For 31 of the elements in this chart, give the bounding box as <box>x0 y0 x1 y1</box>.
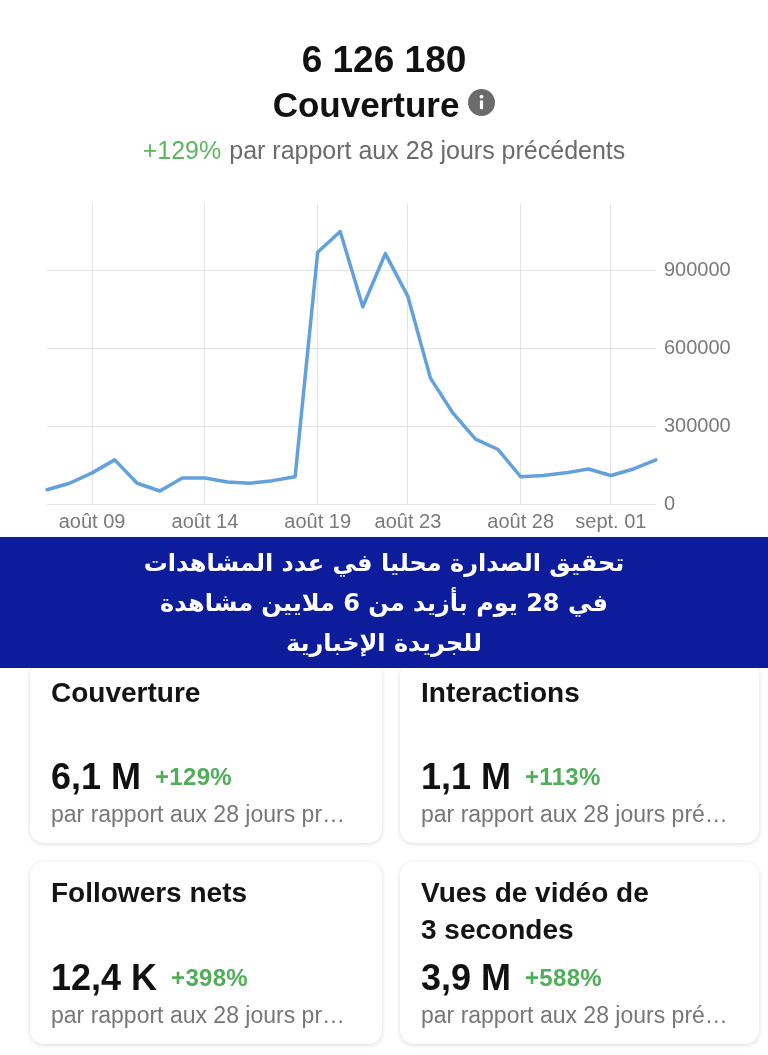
text: +398% <box>171 963 248 991</box>
text: +588% <box>525 963 602 991</box>
x-tick-label: août 09 <box>58 509 126 532</box>
y-tick-label: 300000 <box>664 413 731 436</box>
text: 1,1 M <box>421 755 512 797</box>
chart-subtitle: Couverture <box>272 83 460 126</box>
y-tick-label: 600000 <box>664 335 731 358</box>
text: +129% <box>142 136 222 164</box>
text: par rapport aux 28 jours pré… <box>421 801 728 827</box>
x-tick-label: août 19 <box>284 509 352 532</box>
x-tick-label: août 28 <box>487 509 555 532</box>
text: تحقيق الصدارة محليا في عدد المشاهدات في 28 يوم بأزيد من 6 ملايين مشاهدة للجريدة الإخبارية <box>142 547 626 659</box>
y-tick-label: 0 <box>664 491 676 514</box>
text: 6,1 M <box>51 755 142 797</box>
y-tick-label: 900000 <box>664 257 731 280</box>
text: +113% <box>525 762 601 790</box>
text: 3,9 M <box>421 956 512 998</box>
x-tick-label: août 14 <box>171 509 239 532</box>
text: Followers nets <box>51 876 249 910</box>
x-tick-label: août 23 <box>374 509 442 532</box>
text: Interactions <box>421 676 581 710</box>
text: par rapport aux 28 jours pré… <box>421 1002 728 1028</box>
text: Couverture <box>51 676 202 710</box>
text: par rapport aux 28 jours précédents <box>229 136 626 164</box>
text: Vues de vidéo de 3 secondes <box>421 876 650 947</box>
x-tick-label: sept. 01 <box>575 509 647 532</box>
text: par rapport aux 28 jours pr… <box>51 1002 346 1028</box>
text: par rapport aux 28 jours pr… <box>51 801 346 827</box>
text: +129% <box>155 762 232 790</box>
chart-title: 6 126 180 <box>300 38 468 82</box>
text: 12,4 K <box>51 956 158 998</box>
